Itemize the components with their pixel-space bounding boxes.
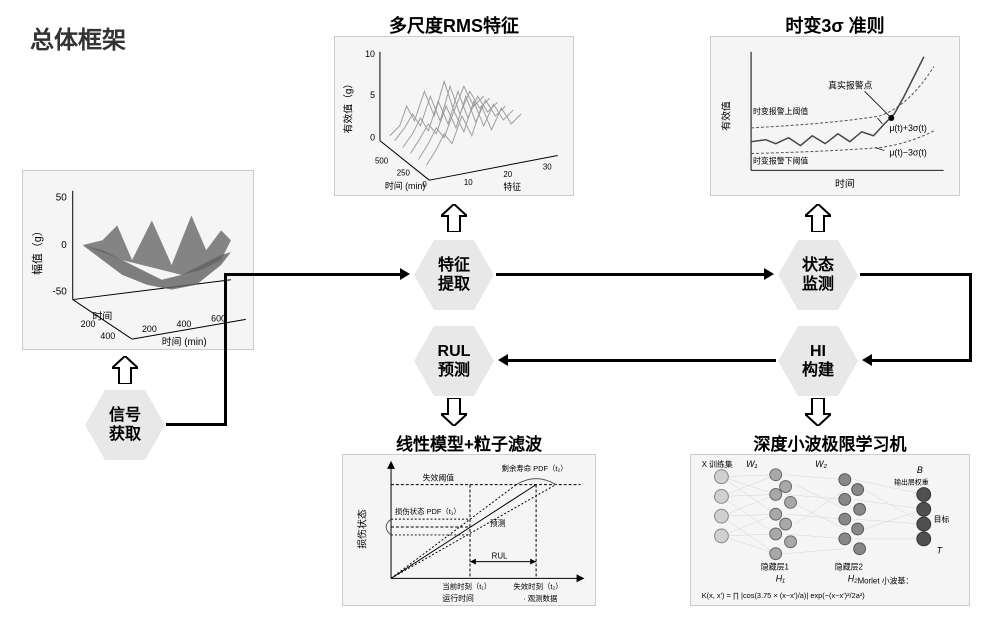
svg-text:μ(t)+3σ(t): μ(t)+3σ(t) bbox=[889, 123, 927, 133]
svg-text:H₂: H₂ bbox=[848, 573, 858, 583]
svg-text:输出层权重: 输出层权重 bbox=[894, 478, 929, 487]
hex-rul: RUL 预测 bbox=[414, 326, 494, 396]
svg-text:250: 250 bbox=[397, 168, 411, 177]
svg-text:10: 10 bbox=[464, 178, 473, 187]
svg-text:失效时刻（t₂）: 失效时刻（t₂） bbox=[513, 582, 562, 591]
rms-chart-svg: 10 5 0 有效值（g） 500 250 0 时间 (min) 10 20 3… bbox=[335, 37, 573, 195]
arrow-condition-up bbox=[805, 204, 831, 232]
svg-text:200: 200 bbox=[142, 324, 157, 334]
svg-text:Morlet 小波基：: Morlet 小波基： bbox=[858, 575, 914, 585]
arrow-rul-down bbox=[441, 398, 467, 426]
dwelm-chart-svg: X 训练集 W₁ W₂ B 输出层权重 隐藏层1 隐藏层2 目标 T H₁ H₂… bbox=[691, 455, 969, 605]
svg-text:时变报警下阈值: 时变报警下阈值 bbox=[753, 155, 808, 165]
svg-text:损伤状态: 损伤状态 bbox=[355, 509, 368, 549]
signal-xlabel1: 时间 bbox=[93, 309, 113, 322]
svg-text:-50: -50 bbox=[53, 287, 68, 298]
arrow-hi-down bbox=[805, 398, 831, 426]
svg-text:B: B bbox=[917, 465, 923, 475]
hex-condition-label: 状态 监测 bbox=[802, 256, 834, 294]
svg-text:有效值（g）: 有效值（g） bbox=[341, 79, 354, 134]
svg-text:时间 (min): 时间 (min) bbox=[385, 180, 425, 191]
svg-text:隐藏层1: 隐藏层1 bbox=[761, 561, 789, 571]
svg-text:H₁: H₁ bbox=[776, 573, 785, 583]
hex-rul-label: RUL 预测 bbox=[438, 342, 471, 380]
main-title-text: 总体框架 bbox=[30, 27, 126, 54]
hex-feature: 特征 提取 bbox=[414, 240, 494, 310]
svg-text:有效值: 有效值 bbox=[719, 101, 732, 131]
svg-text:400: 400 bbox=[177, 319, 192, 329]
arrow-signal-up bbox=[112, 356, 138, 384]
hex-signal-label: 信号 获取 bbox=[109, 406, 141, 444]
svg-text:500: 500 bbox=[375, 156, 389, 165]
flow-cond-hi-h2 bbox=[872, 359, 972, 362]
arrow-feature-up bbox=[441, 204, 467, 232]
svg-text:K(x, x') = ∏ |cos(3.75 × (x−x': K(x, x') = ∏ |cos(3.75 × (x−x')/a)| exp(… bbox=[702, 591, 865, 600]
svg-text:W₂: W₂ bbox=[815, 459, 827, 469]
svg-text:当前时刻（t₁）: 当前时刻（t₁） bbox=[442, 582, 491, 591]
hex-hi: HI 构建 bbox=[778, 326, 858, 396]
flow-cond-hi-h bbox=[860, 273, 972, 276]
signal-xlabel2: 时间 (min) bbox=[162, 335, 207, 348]
svg-text:W₁: W₁ bbox=[746, 459, 757, 469]
svg-text:400: 400 bbox=[100, 331, 115, 341]
flow-hi-rul bbox=[508, 359, 776, 362]
flow-signal-vert bbox=[224, 274, 227, 426]
sigma-title: 时变3σ 准则 bbox=[710, 12, 960, 38]
hex-feature-label: 特征 提取 bbox=[438, 256, 470, 294]
flow-cond-hi-v bbox=[969, 273, 972, 361]
svg-text:10: 10 bbox=[365, 49, 375, 59]
flow-signal-horz bbox=[166, 423, 226, 426]
svg-text:X 训练集: X 训练集 bbox=[702, 459, 733, 469]
svg-text:5: 5 bbox=[370, 90, 375, 100]
arrow-to-condition bbox=[764, 268, 774, 280]
linear-title: 线性模型+粒子滤波 bbox=[342, 430, 596, 455]
svg-text:· 观测数据: · 观测数据 bbox=[523, 594, 558, 603]
linear-chart-box: 损伤状态 失效阈值 损伤状态 PDF（t₁） 剩余寿命 PDF（t₂） 预测 R… bbox=[342, 454, 596, 606]
svg-text:运行时间: 运行时间 bbox=[442, 593, 474, 603]
svg-text:时变报警上阈值: 时变报警上阈值 bbox=[753, 106, 808, 116]
svg-text:目标: 目标 bbox=[934, 514, 950, 524]
flow-to-feature bbox=[224, 273, 402, 276]
main-title: 总体框架 bbox=[30, 20, 126, 55]
svg-text:μ(t)−3σ(t): μ(t)−3σ(t) bbox=[889, 148, 927, 158]
dwelm-chart-box: X 训练集 W₁ W₂ B 输出层权重 隐藏层1 隐藏层2 目标 T H₁ H₂… bbox=[690, 454, 970, 606]
sigma-chart-svg: 有效值 时间 真实报警点 时变报警上阈值 时变报警下阈值 μ(t)+3σ(t) … bbox=[711, 37, 959, 195]
linear-chart-svg: 损伤状态 失效阈值 损伤状态 PDF（t₁） 剩余寿命 PDF（t₂） 预测 R… bbox=[343, 455, 595, 605]
hex-hi-label: HI 构建 bbox=[802, 342, 834, 380]
dwelm-title: 深度小波极限学习机 bbox=[690, 430, 970, 455]
hex-condition: 状态 监测 bbox=[778, 240, 858, 310]
flow-feat-cond bbox=[496, 273, 766, 276]
svg-text:时间: 时间 bbox=[835, 177, 855, 190]
svg-text:T: T bbox=[937, 546, 943, 556]
svg-text:50: 50 bbox=[56, 193, 67, 204]
svg-text:30: 30 bbox=[543, 162, 552, 171]
signal-ylabel: 幅值（g） bbox=[31, 225, 44, 274]
arrow-to-feature bbox=[400, 268, 410, 280]
svg-text:剩余寿命 PDF（t₂）: 剩余寿命 PDF（t₂） bbox=[502, 464, 568, 473]
rms-chart-box: 10 5 0 有效值（g） 500 250 0 时间 (min) 10 20 3… bbox=[334, 36, 574, 196]
signal-chart-svg: 50 0 -50 幅值（g） 200 400 时间 200 400 600 时间… bbox=[23, 171, 253, 349]
arrow-to-hi bbox=[862, 354, 872, 366]
svg-text:预测: 预测 bbox=[490, 518, 506, 528]
svg-text:隐藏层2: 隐藏层2 bbox=[835, 561, 863, 571]
svg-text:真实报警点: 真实报警点 bbox=[828, 79, 872, 90]
hex-signal: 信号 获取 bbox=[85, 390, 165, 460]
svg-text:失效阈值: 失效阈值 bbox=[423, 473, 455, 483]
svg-text:RUL: RUL bbox=[492, 552, 508, 561]
svg-text:0: 0 bbox=[370, 133, 375, 143]
svg-text:特征: 特征 bbox=[503, 181, 521, 192]
sigma-chart-box: 有效值 时间 真实报警点 时变报警上阈值 时变报警下阈值 μ(t)+3σ(t) … bbox=[710, 36, 960, 196]
svg-text:20: 20 bbox=[503, 170, 512, 179]
rms-title: 多尺度RMS特征 bbox=[334, 12, 574, 38]
svg-text:损伤状态 PDF（t₁）: 损伤状态 PDF（t₁） bbox=[395, 507, 461, 516]
signal-chart-box: 50 0 -50 幅值（g） 200 400 时间 200 400 600 时间… bbox=[22, 170, 254, 350]
arrow-to-rul bbox=[498, 354, 508, 366]
svg-text:0: 0 bbox=[61, 240, 67, 251]
